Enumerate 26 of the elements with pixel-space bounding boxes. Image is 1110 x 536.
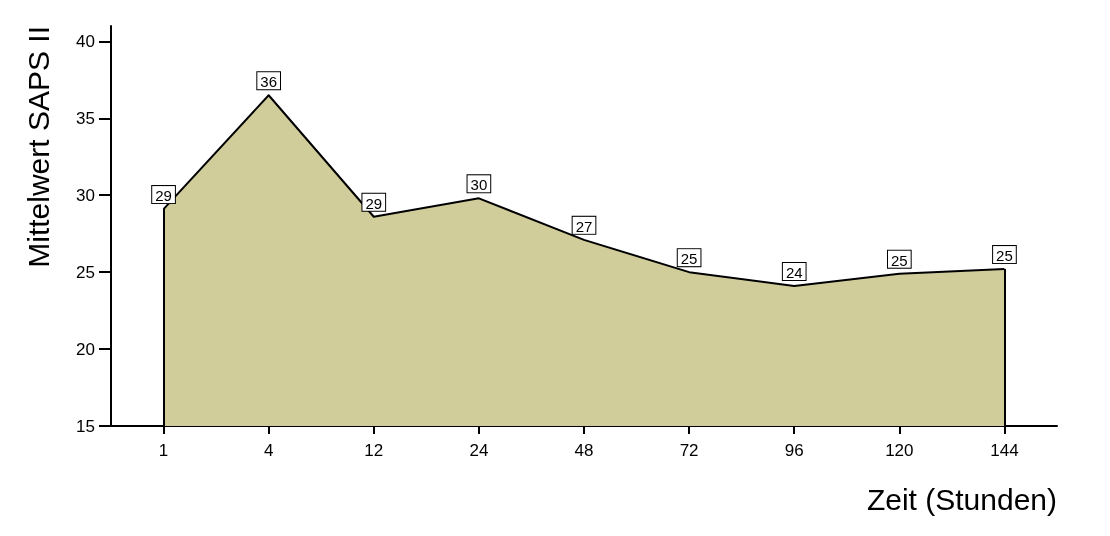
x-tick-label: 4: [263, 441, 274, 460]
data-label: 27: [575, 217, 593, 235]
y-tick-label: 20: [76, 339, 95, 359]
y-tick-label: 30: [76, 185, 95, 205]
data-label: 25: [680, 250, 698, 268]
data-label: 24: [785, 264, 803, 281]
x-tick-label: 72: [679, 441, 699, 460]
data-label: 29: [155, 187, 172, 205]
x-tick-label: 96: [784, 441, 804, 460]
x-tick-label: 24: [469, 441, 489, 460]
y-tick-label: 35: [76, 108, 95, 128]
data-label: 25: [890, 251, 908, 269]
x-tick-label: 1: [158, 441, 169, 460]
y-tick-label: 40: [76, 31, 95, 51]
y-axis-title: Mittelwert SAPS II: [21, 26, 55, 268]
x-tick-label: 120: [885, 441, 914, 460]
x-tick-label: 144: [990, 441, 1019, 460]
data-label: 25: [996, 247, 1013, 265]
y-tick-label: 25: [76, 262, 95, 282]
data-label: 36: [260, 73, 278, 91]
data-label: 30: [470, 176, 488, 194]
x-tick-label: 12: [364, 441, 384, 460]
x-tick-label: 48: [574, 441, 594, 460]
x-axis-title: Zeit (Stunden): [866, 482, 1057, 516]
data-label: 29: [365, 194, 383, 212]
y-tick-label: 15: [76, 416, 95, 436]
